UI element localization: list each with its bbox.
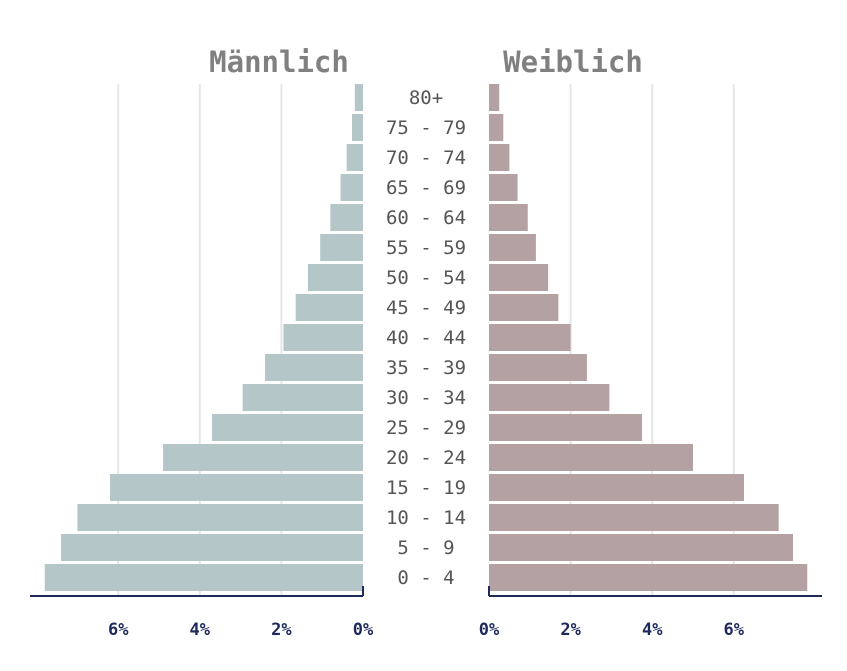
age-group-label: 50 - 54 xyxy=(386,267,466,289)
age-group-label: 30 - 34 xyxy=(386,387,466,409)
bar-male xyxy=(110,474,363,501)
age-group-label: 40 - 44 xyxy=(386,327,466,349)
bar-male xyxy=(212,414,363,441)
bar-male xyxy=(340,174,363,201)
age-group-label: 80+ xyxy=(409,87,443,109)
tick-label-female: 0% xyxy=(479,620,500,640)
bar-male xyxy=(242,384,363,411)
bar-female xyxy=(489,324,571,351)
age-group-label: 20 - 24 xyxy=(386,447,466,469)
bar-female xyxy=(489,174,518,201)
age-group-label: 35 - 39 xyxy=(386,357,466,379)
bar-female xyxy=(489,204,528,231)
bar-female xyxy=(489,114,504,141)
tick-label-male: 2% xyxy=(271,620,292,640)
age-group-label: 0 - 4 xyxy=(397,567,454,589)
bar-female xyxy=(489,414,642,441)
bar-male xyxy=(295,294,363,321)
bar-male xyxy=(351,114,363,141)
bar-male xyxy=(163,444,363,471)
bar-female xyxy=(489,534,793,561)
age-group-label: 75 - 79 xyxy=(386,117,466,139)
bar-female xyxy=(489,474,744,501)
tick-label-male: 4% xyxy=(190,620,211,640)
bar-male xyxy=(77,504,364,531)
age-group-label: 25 - 29 xyxy=(386,417,466,439)
bar-male xyxy=(283,324,363,351)
bar-female xyxy=(489,144,510,171)
tick-label-female: 4% xyxy=(642,620,663,640)
bar-male xyxy=(265,354,363,381)
bar-female xyxy=(489,444,693,471)
bar-female xyxy=(489,564,808,591)
bar-male xyxy=(346,144,363,171)
bar-female xyxy=(489,84,500,111)
bar-female xyxy=(489,234,536,261)
age-group-label: 10 - 14 xyxy=(386,507,466,529)
bar-male xyxy=(354,84,363,111)
tick-label-male: 6% xyxy=(108,620,129,640)
age-group-label: 5 - 9 xyxy=(397,537,454,559)
bar-male xyxy=(307,264,363,291)
age-group-label: 15 - 19 xyxy=(386,477,466,499)
bar-male xyxy=(330,204,363,231)
tick-label-female: 2% xyxy=(560,620,581,640)
bar-female xyxy=(489,384,610,411)
age-group-label: 70 - 74 xyxy=(386,147,466,169)
bar-male xyxy=(320,234,363,261)
bar-male xyxy=(44,564,363,591)
bar-female xyxy=(489,294,559,321)
bar-female xyxy=(489,264,549,291)
age-group-label: 65 - 69 xyxy=(386,177,466,199)
tick-label-male: 0% xyxy=(353,620,374,640)
age-group-label: 60 - 64 xyxy=(386,207,466,229)
bar-female xyxy=(489,504,779,531)
title-male: Männlich xyxy=(209,45,349,79)
age-group-label: 45 - 49 xyxy=(386,297,466,319)
bar-female xyxy=(489,354,587,381)
tick-label-female: 6% xyxy=(724,620,745,640)
age-group-label: 55 - 59 xyxy=(386,237,466,259)
bar-male xyxy=(61,534,364,561)
title-female: Weiblich xyxy=(503,45,643,79)
